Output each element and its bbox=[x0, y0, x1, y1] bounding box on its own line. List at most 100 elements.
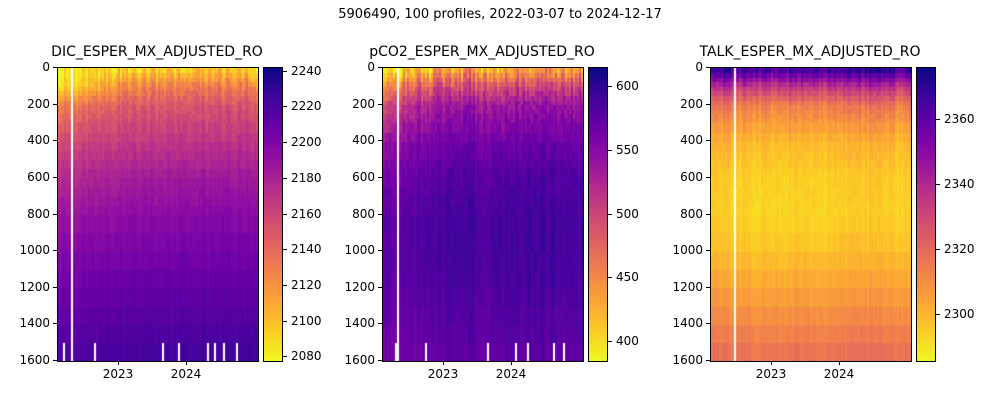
y-tick-label: 400 bbox=[352, 133, 375, 148]
panel-title-pco2: pCO2_ESPER_MX_ADJUSTED_RO bbox=[369, 44, 595, 60]
colorbar-tick-label: 2120 bbox=[291, 277, 322, 292]
x-axis-talk: 2023 2024 bbox=[710, 360, 910, 384]
y-tick-label: 1000 bbox=[672, 243, 703, 258]
y-tick-label: 600 bbox=[352, 169, 375, 184]
x-tick-label: 2023 bbox=[102, 367, 134, 381]
y-tick-label: 1200 bbox=[19, 279, 50, 294]
colorbar-tick-mark bbox=[936, 119, 940, 121]
colorbar-tick-mark bbox=[283, 106, 287, 108]
y-tick-mark bbox=[706, 213, 710, 215]
colorbar-canvas-pco2 bbox=[588, 67, 608, 362]
y-axis-talk: 0 200 400 600 800 1000 1200 1400 1600 bbox=[663, 61, 703, 366]
heatmap-panel-dic: DIC_ESPER_MX_ADJUSTED_RO 0 200 400 600 800 10… bbox=[19, 44, 339, 380]
x-tick-label: 2023 bbox=[755, 367, 787, 381]
colorbar-dic: 2080 2100 2120 2140 2160 2180 2200 2220 2240 bbox=[263, 65, 339, 362]
colorbar-tick-mark bbox=[608, 149, 612, 151]
colorbar-tick-label: 2200 bbox=[291, 135, 322, 150]
colorbar-ticks-dic: 2080 2100 2120 2140 2160 2180 2200 2220 2240 bbox=[263, 65, 339, 362]
colorbar-tick-label: 2140 bbox=[291, 242, 322, 257]
y-tick-label: 1600 bbox=[344, 353, 375, 367]
y-tick-label: 200 bbox=[352, 96, 375, 111]
colorbar-tick-label: 2180 bbox=[291, 170, 322, 185]
y-tick-mark bbox=[706, 140, 710, 142]
y-tick-mark bbox=[378, 250, 382, 252]
colorbar-tick-mark bbox=[283, 356, 287, 358]
colorbar-canvas-talk bbox=[916, 67, 936, 362]
heatmap-canvas-dic bbox=[57, 67, 259, 362]
colorbar-talk: 2300 2320 2340 2360 bbox=[916, 67, 992, 362]
heatmap-canvas-talk bbox=[710, 67, 912, 362]
y-tick-mark bbox=[378, 176, 382, 178]
y-tick-label: 1600 bbox=[672, 353, 703, 367]
colorbar-tick-mark bbox=[283, 213, 287, 215]
colorbar-tick-mark bbox=[936, 314, 940, 316]
panel-title-talk: TALK_ESPER_MX_ADJUSTED_RO bbox=[699, 44, 921, 60]
colorbar-tick-label: 400 bbox=[616, 333, 639, 348]
colorbar-tick-mark bbox=[283, 249, 287, 251]
y-tick-mark bbox=[53, 213, 57, 215]
x-tick-mark bbox=[118, 361, 119, 365]
colorbar-tick-mark bbox=[608, 213, 612, 215]
y-tick-label: 200 bbox=[680, 96, 703, 111]
heatmap-panel-pco2: pCO2_ESPER_MX_ADJUSTED_RO 0 200 400 600 800 1… bbox=[344, 44, 664, 380]
colorbar-tick-label: 2160 bbox=[291, 206, 322, 221]
y-tick-label: 1200 bbox=[672, 279, 703, 294]
x-axis-dic: 2023 2024 bbox=[57, 360, 257, 384]
y-tick-label: 800 bbox=[27, 206, 50, 221]
colorbar-tick-label: 2360 bbox=[944, 112, 975, 127]
x-tick-mark bbox=[186, 361, 187, 365]
y-axis-pco2: 0 200 400 600 800 1000 1200 1400 1600 bbox=[335, 61, 375, 366]
y-tick-mark bbox=[378, 360, 382, 361]
y-tick-label: 800 bbox=[680, 206, 703, 221]
y-tick-label: 400 bbox=[680, 133, 703, 148]
y-tick-label: 800 bbox=[352, 206, 375, 221]
x-tick-label: 2024 bbox=[495, 367, 527, 381]
colorbar-tick-mark bbox=[283, 70, 287, 72]
y-tick-label: 1000 bbox=[344, 243, 375, 258]
x-tick-label: 2024 bbox=[170, 367, 202, 381]
colorbar-tick-label: 500 bbox=[616, 206, 639, 221]
y-tick-label: 400 bbox=[27, 133, 50, 148]
colorbar-tick-label: 2320 bbox=[944, 242, 975, 257]
colorbar-tick-mark bbox=[608, 340, 612, 342]
y-tick-label: 1400 bbox=[19, 316, 50, 331]
colorbar-tick-label: 550 bbox=[616, 142, 639, 157]
y-tick-mark bbox=[53, 323, 57, 325]
heatmap-panel-talk: TALK_ESPER_MX_ADJUSTED_RO 0 200 400 600 800 1… bbox=[672, 44, 992, 380]
heatmap-canvas-pco2 bbox=[382, 67, 584, 362]
y-tick-mark bbox=[706, 286, 710, 288]
colorbar-tick-label: 2100 bbox=[291, 313, 322, 328]
colorbar-tick-label: 600 bbox=[616, 79, 639, 94]
y-tick-label: 1200 bbox=[344, 279, 375, 294]
x-tick-mark bbox=[511, 361, 512, 365]
y-tick-label: 600 bbox=[680, 169, 703, 184]
colorbar-tick-mark bbox=[283, 320, 287, 322]
y-tick-mark bbox=[53, 286, 57, 288]
y-tick-mark bbox=[706, 103, 710, 105]
colorbar-canvas-dic bbox=[263, 67, 283, 362]
y-tick-mark bbox=[53, 140, 57, 142]
y-tick-mark bbox=[53, 103, 57, 105]
colorbar-tick-mark bbox=[283, 177, 287, 179]
colorbar-ticks-pco2: 400 450 500 550 600 bbox=[588, 67, 664, 360]
figure-title: 5906490, 100 profiles, 2022-03-07 to 202… bbox=[338, 7, 662, 22]
y-tick-mark bbox=[53, 67, 57, 68]
colorbar-tick-label: 2340 bbox=[944, 177, 975, 192]
y-tick-label: 1000 bbox=[19, 243, 50, 258]
y-tick-mark bbox=[706, 67, 710, 68]
y-axis-dic: 0 200 400 600 800 1000 1200 1400 1600 bbox=[10, 61, 50, 366]
y-tick-label: 1600 bbox=[19, 353, 50, 367]
y-tick-label: 600 bbox=[27, 169, 50, 184]
x-tick-label: 2024 bbox=[823, 367, 855, 381]
colorbar-tick-label: 2220 bbox=[291, 99, 322, 114]
y-tick-mark bbox=[378, 323, 382, 325]
y-tick-mark bbox=[706, 250, 710, 252]
y-tick-mark bbox=[706, 176, 710, 178]
colorbar-tick-mark bbox=[608, 277, 612, 279]
y-tick-mark bbox=[53, 360, 57, 361]
colorbar-tick-mark bbox=[608, 86, 612, 88]
x-tick-mark bbox=[839, 361, 840, 365]
colorbar-tick-mark bbox=[283, 142, 287, 144]
y-tick-mark bbox=[378, 213, 382, 215]
y-tick-label: 0 bbox=[42, 60, 50, 74]
